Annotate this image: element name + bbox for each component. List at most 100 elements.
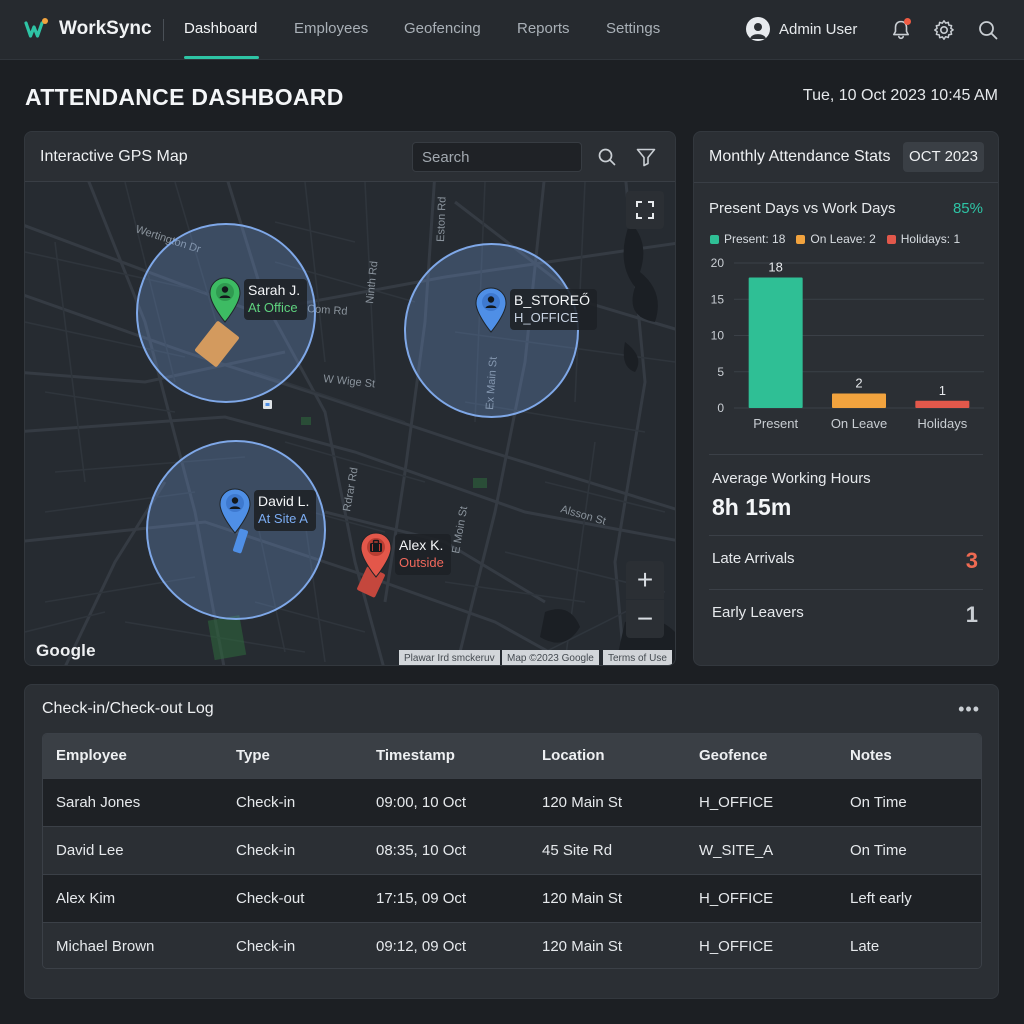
map-canvas[interactable]: Wertington Dr W Wige St Alsson St Com Rd… [25, 182, 675, 665]
street-label: W Wige St [323, 373, 376, 390]
marker-status: At Site A [258, 511, 308, 526]
map-terms-link[interactable]: Terms of Use [603, 650, 672, 665]
column-header[interactable]: Timestamp [363, 734, 529, 778]
late-arrivals-value: 3 [965, 548, 978, 573]
marker-name: David L. [258, 493, 310, 509]
gps-map-card: Interactive GPS Map [24, 131, 676, 666]
column-header[interactable]: Geofence [686, 734, 837, 778]
zoom-in-button[interactable]: + [626, 561, 664, 599]
settings-button[interactable] [932, 18, 956, 42]
employee-pin [218, 488, 252, 534]
marker-label: B_STOREŐ H_OFFICE [510, 289, 597, 330]
gear-icon [934, 20, 954, 40]
cell-geofence: W_SITE_A [686, 825, 837, 874]
monthly-stats-card: Monthly Attendance Stats OCT 2023 Presen… [693, 131, 999, 666]
bar-on-leave [832, 393, 886, 408]
more-options-icon[interactable]: ••• [958, 699, 980, 719]
marker-b-store[interactable]: B_STOREŐ H_OFFICE [474, 287, 597, 333]
attendance-percent: 85% [952, 200, 983, 217]
period-selector[interactable]: OCT 2023 [903, 142, 984, 172]
table-row[interactable]: Sarah Jones Check-in 09:00, 10 Oct 120 M… [43, 777, 981, 826]
divider [709, 589, 983, 590]
y-tick-label: 20 [711, 256, 725, 270]
map-pin-icon [475, 287, 507, 333]
marker-name: B_STOREŐ [514, 292, 590, 308]
map-header: Interactive GPS Map [25, 132, 675, 182]
avg-hours-label: Average Working Hours [712, 470, 871, 487]
map-pin-icon [209, 277, 241, 323]
cell-employee: David Lee [43, 825, 223, 874]
late-arrivals-label: Late Arrivals [712, 550, 795, 567]
legend-label: On Leave: 2 [810, 232, 876, 246]
avg-hours-value: 8h 15m [712, 494, 792, 520]
marker-status: At Office [248, 300, 298, 315]
legend-present: Present: 18 [710, 232, 785, 246]
cell-type: Check-out [223, 873, 363, 922]
attendance-bar-chart: 0 5 10 15 20 18 Present 2 On Leave 1 Holidays [711, 256, 984, 431]
table-row[interactable]: Alex Kim Check-out 17:15, 09 Oct 120 Mai… [43, 873, 981, 922]
nav-employees[interactable]: Employees [294, 20, 369, 37]
map-search-button[interactable] [595, 145, 619, 169]
column-header[interactable]: Employee [43, 734, 223, 778]
cell-geofence: H_OFFICE [686, 921, 837, 968]
table-row[interactable]: David Lee Check-in 08:35, 10 Oct 45 Site… [43, 825, 981, 874]
marker-status: Outside [399, 555, 444, 570]
app-logo[interactable]: WorkSync [24, 16, 152, 42]
data-label: 1 [939, 383, 946, 398]
column-header[interactable]: Type [223, 734, 363, 778]
marker-david[interactable]: David L. At Site A [218, 488, 317, 534]
column-header[interactable]: Notes [837, 734, 981, 778]
map-filter-button[interactable] [634, 145, 658, 169]
early-leavers-value: 1 [965, 602, 978, 627]
employee-pin [474, 287, 508, 333]
street-label: Ninth Rd [364, 260, 380, 304]
cell-geofence: H_OFFICE [686, 777, 837, 826]
street-label: Com Rd [307, 303, 348, 318]
map-attribution-data: Plawar Ird smckeruv [399, 650, 500, 665]
table-row[interactable]: Michael Brown Check-in 09:12, 09 Oct 120… [43, 921, 981, 968]
user-menu[interactable]: Admin User [746, 17, 857, 41]
y-tick-label: 5 [717, 365, 724, 379]
fullscreen-icon [636, 201, 654, 219]
cell-employee: Michael Brown [43, 921, 223, 968]
user-name: Admin User [779, 20, 858, 38]
x-tick-label: Holidays [917, 416, 967, 431]
nav-geofencing[interactable]: Geofencing [404, 20, 481, 37]
marker-alex[interactable]: Alex K. Outside [359, 532, 451, 578]
avatar [746, 17, 770, 41]
legend-label: Present: 18 [724, 232, 786, 246]
map-search-input[interactable] [412, 142, 582, 172]
cell-notes: On Time [837, 825, 981, 874]
cell-employee: Alex Kim [43, 873, 223, 922]
marker-sarah[interactable]: Sarah J. At Office [208, 277, 308, 323]
cell-timestamp: 08:35, 10 Oct [363, 825, 529, 874]
zoom-out-button[interactable]: − [626, 600, 664, 638]
table-header-row: Employee Type Timestamp Location Geofenc… [43, 734, 981, 778]
notification-dot [904, 18, 911, 25]
bar-holidays [915, 400, 970, 408]
street-label: Eston Rd [435, 196, 449, 242]
cell-type: Check-in [223, 777, 363, 826]
cell-type: Check-in [223, 825, 363, 874]
legend-swatch [796, 234, 806, 244]
column-header[interactable]: Location [529, 734, 686, 778]
cell-location: 120 Main St [529, 921, 686, 968]
notifications-button[interactable] [889, 18, 913, 42]
legend-swatch [886, 234, 896, 244]
fullscreen-button[interactable] [626, 191, 664, 229]
data-label: 2 [855, 376, 862, 391]
marker-label: Sarah J. At Office [244, 279, 308, 320]
top-navbar: WorkSync Dashboard Employees Geofencing … [0, 0, 1024, 60]
nav-settings[interactable]: Settings [606, 20, 661, 37]
global-search-button[interactable] [976, 18, 1000, 42]
divider [694, 182, 998, 183]
data-label: 18 [768, 260, 782, 275]
marker-label: Alex K. Outside [395, 534, 451, 575]
nav-dashboard[interactable]: Dashboard [184, 20, 258, 37]
x-tick-label: On Leave [831, 416, 887, 431]
employee-pin [359, 532, 393, 578]
y-tick-label: 10 [711, 329, 725, 343]
nav-reports[interactable]: Reports [517, 20, 570, 37]
map-attribution-copyright: Map ©2023 Google [502, 650, 599, 665]
chart-legend: Present: 18 On Leave: 2 Holidays: 1 [710, 232, 971, 246]
